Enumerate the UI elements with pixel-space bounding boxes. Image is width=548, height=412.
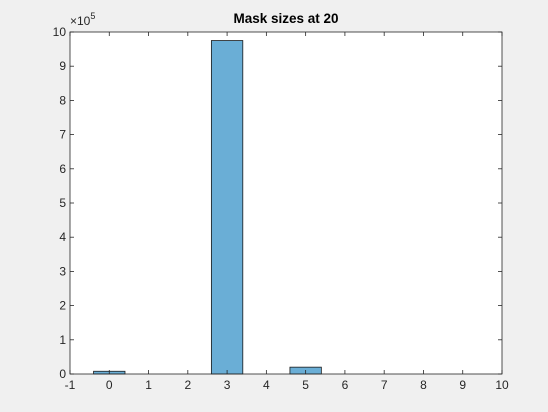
y-tick-label: 10 xyxy=(53,25,67,39)
y-tick-label: 7 xyxy=(59,128,66,142)
y-tick-label: 6 xyxy=(59,162,66,176)
y-tick-label: 4 xyxy=(59,230,66,244)
x-tick-label: 1 xyxy=(145,378,152,392)
y-tick-label: 0 xyxy=(59,367,66,381)
x-tick-label: 9 xyxy=(459,378,466,392)
y-exponent-label: ×105 xyxy=(70,11,95,28)
x-tick-label: 6 xyxy=(342,378,349,392)
y-tick-label: 3 xyxy=(59,264,66,278)
x-tick-label: 7 xyxy=(381,378,388,392)
bars-layer xyxy=(93,40,322,375)
chart-title: Mask sizes at 20 xyxy=(233,11,338,26)
x-tick-label: 3 xyxy=(224,378,231,392)
bar-3 xyxy=(210,40,244,375)
x-tick-label: -1 xyxy=(65,378,76,392)
x-tick-label: 0 xyxy=(106,378,113,392)
ticks-layer xyxy=(69,31,503,375)
x-tick-label: 8 xyxy=(420,378,427,392)
y-tick-label: 8 xyxy=(59,93,66,107)
x-tick-label: 4 xyxy=(263,378,270,392)
y-tick-labels: 0 1 2 3 4 5 6 7 8 9 10 xyxy=(53,25,67,381)
x-tick-label: 10 xyxy=(495,378,509,392)
y-tick-label: 9 xyxy=(59,59,66,73)
y-exponent-base: ×10 xyxy=(70,14,91,28)
y-exponent-power: 5 xyxy=(90,11,95,21)
y-tick-label: 1 xyxy=(59,333,66,347)
x-tick-label: 2 xyxy=(184,378,191,392)
plot-area xyxy=(70,32,502,374)
x-tick-labels: -1 0 1 2 3 4 5 6 7 8 9 10 xyxy=(65,378,509,392)
y-tick-label: 5 xyxy=(59,196,66,210)
y-tick-label: 2 xyxy=(59,299,66,313)
x-tick-label: 5 xyxy=(302,378,309,392)
